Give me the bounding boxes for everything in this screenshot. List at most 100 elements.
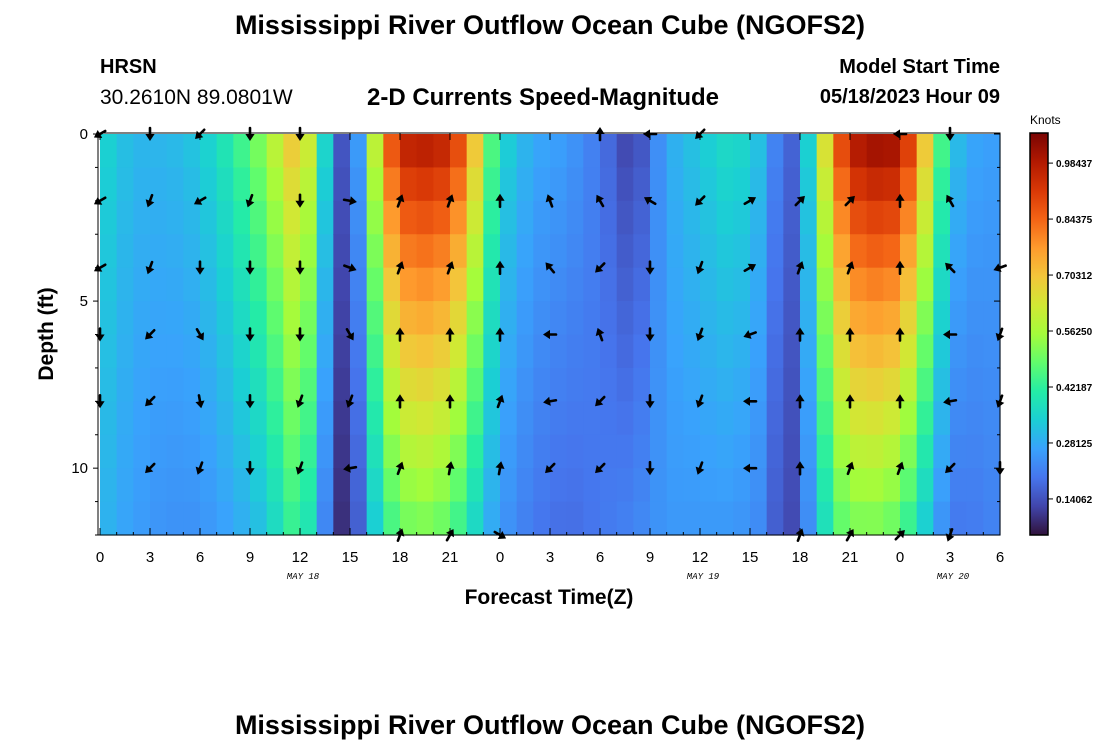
heatmap-cell [416,401,434,436]
current-vector [643,196,657,206]
current-vector [195,260,205,275]
heatmap-cell [816,401,834,436]
heatmap-cell [216,167,234,202]
heatmap-cell [616,367,634,402]
heatmap-cell [816,334,834,369]
heatmap-cell [433,434,451,469]
heatmap-cell [633,301,651,336]
heatmap-cell [350,200,368,235]
heatmap-cell [916,167,934,202]
current-vector [845,461,855,476]
current-vector [395,194,405,208]
heatmap-cell [283,267,301,302]
heatmap-cell [750,200,768,235]
heatmap-cell [916,334,934,369]
heatmap-cell [183,401,201,436]
colorbar-tick-label: 0.14062 [1056,495,1093,506]
current-vector [595,395,606,407]
heatmap-cell [483,401,501,436]
heatmap-cell [716,434,734,469]
current-vector [195,394,205,409]
heatmap-cell [983,134,1001,169]
x-tick-label: 15 [742,549,759,566]
heatmap-cell [166,501,184,536]
current-vector [245,460,255,476]
heatmap-cell [600,134,618,169]
heatmap-cells [100,134,1001,536]
y-tick-label: 10 [71,460,88,477]
heatmap-cell [783,434,801,469]
heatmap-cell [166,334,184,369]
heatmap-cell [150,367,168,402]
heatmap-cell [650,401,668,436]
current-vector [495,461,505,476]
heatmap-cell [300,301,318,336]
heatmap-cell [416,134,434,169]
current-vector [395,261,405,275]
heatmap-cell [266,501,284,536]
heatmap-cell [166,167,184,202]
heatmap-cell [383,167,401,202]
heatmap-cell [383,334,401,369]
heatmap-cell [500,434,518,469]
heatmap-cell [933,267,951,302]
heatmap-cell [500,334,518,369]
heatmap-cell [433,200,451,235]
heatmap-cell [633,234,651,269]
heatmap-cell [233,334,251,369]
heatmap-cell [833,134,851,169]
colorbar-tick-label: 0.84375 [1056,215,1093,226]
heatmap-cell [333,234,351,269]
heatmap-cell [183,367,201,402]
heatmap-cell [400,267,418,302]
heatmap-cell [650,334,668,369]
heatmap-cell [200,501,218,536]
current-vector [645,327,655,342]
heatmap-cell [783,301,801,336]
heatmap-cell [300,234,318,269]
heatmap-cell [383,468,401,503]
heatmap-cell [200,234,218,269]
heatmap-cell [766,434,784,469]
heatmap-cell [250,334,268,369]
heatmap-cell [750,367,768,402]
heatmap-cell [383,501,401,536]
heatmap-cell [600,200,618,235]
heatmap-cell [950,367,968,402]
current-vector [343,263,357,273]
current-vector [445,327,455,342]
heatmap-cell [966,234,984,269]
heatmap-cell [300,200,318,235]
heatmap-cell [683,401,701,436]
heatmap-cell [800,167,818,202]
heatmap-cell [700,134,718,169]
heatmap-cell [916,367,934,402]
heatmap-cell [983,167,1001,202]
heatmap-cell [250,234,268,269]
heatmap-cell [516,434,534,469]
heatmap-cell [483,134,501,169]
heatmap-cell [666,134,684,169]
heatmap-cell [383,200,401,235]
current-vector [145,395,156,407]
heatmap-cell [566,334,584,369]
heatmap-cell [616,434,634,469]
heatmap-cell [950,167,968,202]
current-vector [543,396,558,406]
heatmap-cell [683,267,701,302]
heatmap-cell [950,134,968,169]
heatmap-cell [766,200,784,235]
heatmap-cell [100,334,118,369]
heatmap-cell [633,401,651,436]
heatmap-cell [900,234,918,269]
heatmap-cell [350,501,368,536]
heatmap-cell [633,134,651,169]
heatmap-cell [933,134,951,169]
heatmap-cell [566,301,584,336]
current-vector [345,394,355,408]
heatmap-cell [133,367,151,402]
heatmap-cell [833,301,851,336]
heatmap-cell [383,267,401,302]
heatmap-cell [533,401,551,436]
heatmap-cell [200,334,218,369]
